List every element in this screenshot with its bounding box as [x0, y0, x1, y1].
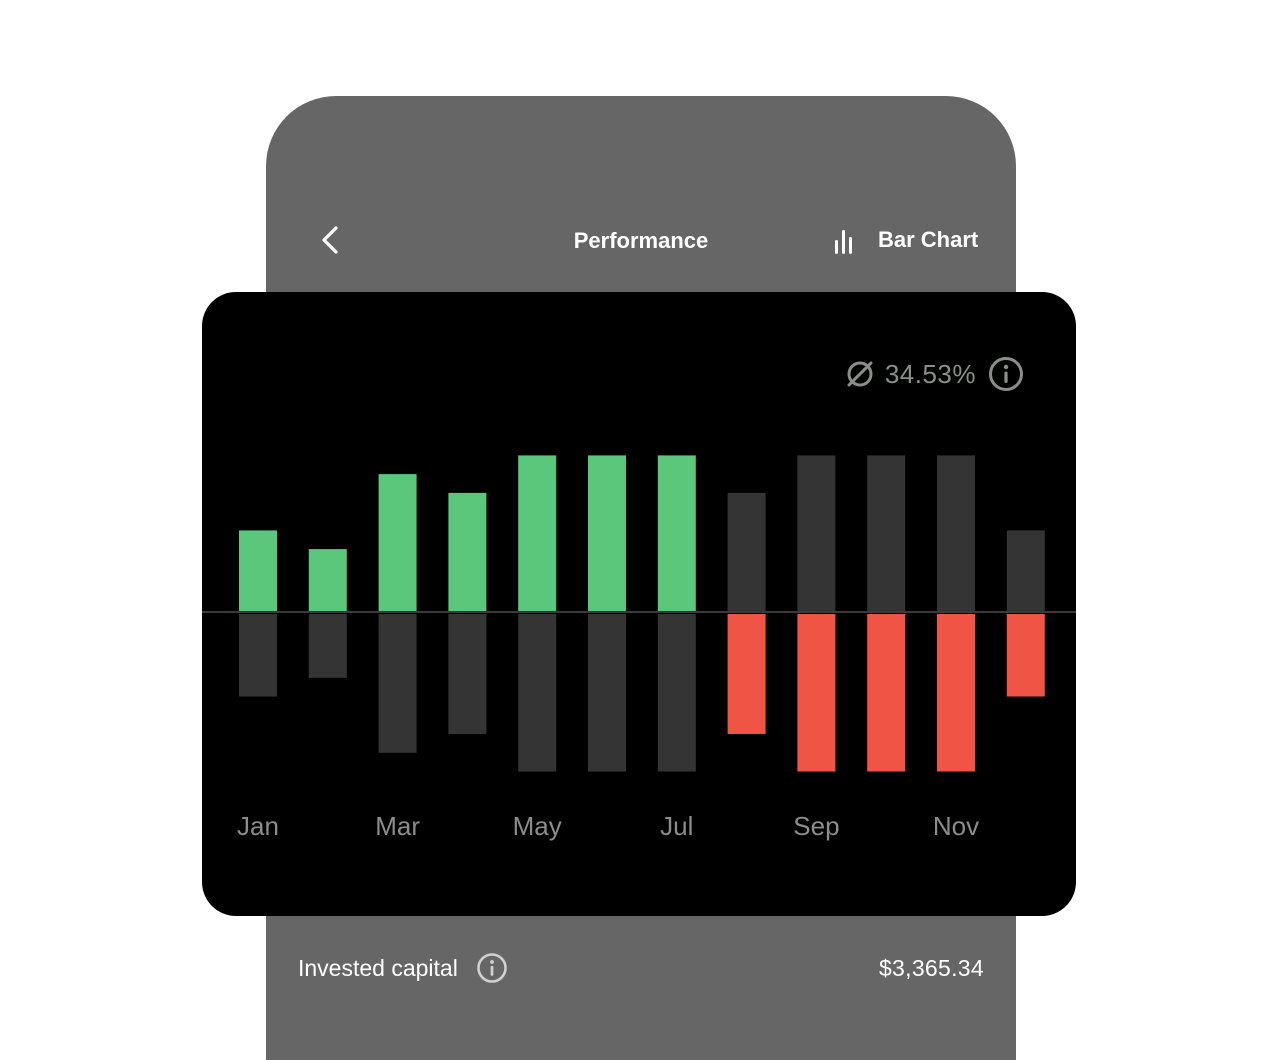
bar-positive-jul[interactable]	[657, 455, 696, 611]
bar-negative-dec[interactable]	[1006, 614, 1045, 697]
bar-negative-oct[interactable]	[867, 614, 906, 772]
bar-negative-jun[interactable]	[588, 614, 626, 772]
bar-positive-aug[interactable]	[727, 492, 766, 611]
x-tick-label-jan: Jan	[237, 811, 279, 841]
average-readout: 34.53%	[845, 356, 1024, 392]
back-button[interactable]	[312, 220, 352, 260]
bar-negative-nov[interactable]	[937, 614, 975, 772]
invested-capital-row: Invested capital $3,365.34	[298, 948, 984, 988]
bar-positive-may[interactable]	[518, 455, 557, 611]
bar-positive-dec[interactable]	[1006, 530, 1045, 611]
bar-negative-sep[interactable]	[797, 614, 836, 772]
bar-chart: Jan Mar May Jul Sep Nov	[202, 455, 1076, 841]
bar-chart-icon	[835, 230, 852, 254]
bar-positive-apr[interactable]	[448, 492, 487, 611]
bar-positive-mar[interactable]	[378, 474, 417, 611]
invested-capital-label: Invested capital	[298, 954, 458, 981]
bar-positive-jan[interactable]	[239, 530, 277, 611]
invested-capital-label-group: Invested capital	[298, 952, 508, 984]
info-icon[interactable]	[476, 952, 508, 984]
x-tick-label-may: May	[513, 811, 562, 841]
bar-negative-apr[interactable]	[448, 614, 487, 734]
bar-positive-jun[interactable]	[588, 455, 626, 611]
x-tick-label-jul: Jul	[660, 811, 693, 841]
bar-negative-jul[interactable]	[657, 614, 696, 772]
invested-capital-value: $3,365.34	[878, 954, 984, 981]
page-title: Performance	[573, 228, 709, 253]
x-tick-label-mar: Mar	[375, 811, 420, 841]
bar-positive-nov[interactable]	[937, 455, 975, 611]
chevron-left-icon	[322, 226, 338, 254]
average-icon	[847, 361, 873, 387]
x-tick-label-sep: Sep	[793, 811, 839, 841]
chart-type-label: Bar Chart	[878, 227, 979, 252]
average-value: 34.53%	[884, 358, 976, 389]
bar-positive-sep[interactable]	[797, 455, 836, 611]
x-tick-label-nov: Nov	[933, 811, 979, 841]
bar-negative-jan[interactable]	[239, 614, 277, 697]
bar-positive-feb[interactable]	[308, 549, 347, 611]
bar-negative-mar[interactable]	[378, 614, 417, 753]
bar-positive-oct[interactable]	[867, 455, 906, 611]
bar-negative-aug[interactable]	[727, 614, 766, 734]
bar-negative-may[interactable]	[518, 614, 557, 772]
bar-negative-feb[interactable]	[308, 614, 347, 678]
chart-card: Jan Mar May Jul Sep Nov 34.53%	[202, 292, 1076, 916]
chart-type-toggle[interactable]: Bar Chart	[830, 222, 978, 258]
info-icon[interactable]	[988, 356, 1024, 392]
